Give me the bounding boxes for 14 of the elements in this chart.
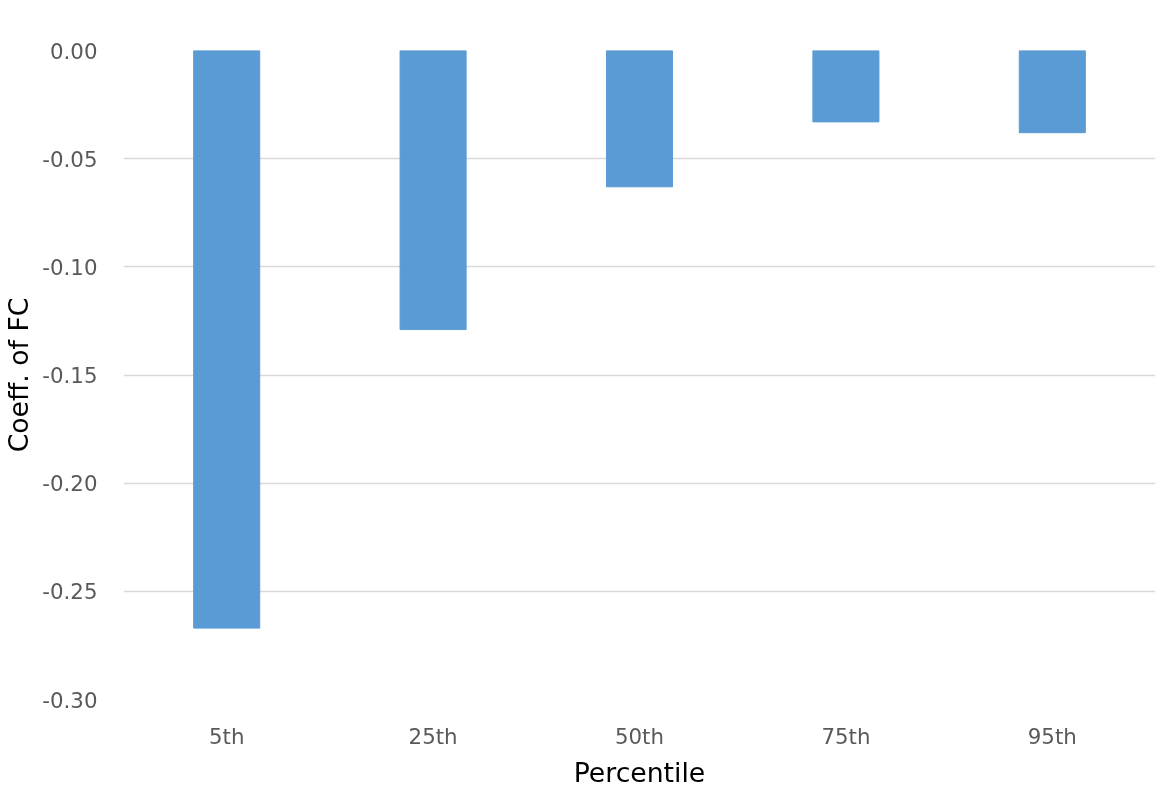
y-axis-title: Coeff. of FC [3,297,35,453]
x-tick-label: 25th [408,723,458,749]
y-tick-label: -0.15 [42,363,98,388]
y-tick-label: 0.00 [50,38,98,64]
y-tick-label: -0.30 [42,687,98,713]
x-tick-label: 50th [614,723,665,749]
y-tick-label: -0.10 [42,254,98,280]
x-axis-title: Percentile [573,756,706,788]
x-tick-label: 5th [208,723,245,749]
y-tick-label: -0.25 [42,579,98,605]
x-tick-label: 95th [1027,723,1077,749]
y-tick-label: -0.20 [42,471,98,497]
y-tick-label: -0.05 [42,146,98,172]
x-tick-label: 75th [821,723,871,749]
